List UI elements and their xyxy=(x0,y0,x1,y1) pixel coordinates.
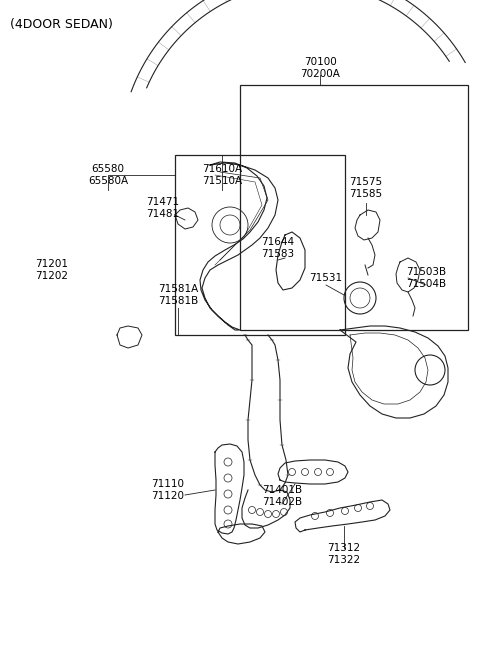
Text: 71201
71202: 71201 71202 xyxy=(36,259,69,281)
Text: 71471
71481: 71471 71481 xyxy=(146,197,180,219)
Text: 71581A
71581B: 71581A 71581B xyxy=(158,284,198,306)
Text: 71610A
71510A: 71610A 71510A xyxy=(202,164,242,186)
Text: 71575
71585: 71575 71585 xyxy=(349,177,383,199)
Text: 71110
71120: 71110 71120 xyxy=(152,479,184,501)
Text: 71644
71583: 71644 71583 xyxy=(262,237,295,259)
Text: 71312
71322: 71312 71322 xyxy=(327,543,360,565)
Text: (4DOOR SEDAN): (4DOOR SEDAN) xyxy=(10,18,113,31)
Text: 71503B
71504B: 71503B 71504B xyxy=(406,267,446,289)
Bar xyxy=(175,155,345,335)
Bar xyxy=(240,85,468,330)
Text: 71531: 71531 xyxy=(310,273,343,283)
Text: 65580
65580A: 65580 65580A xyxy=(88,164,128,186)
Text: 70100
70200A: 70100 70200A xyxy=(300,57,340,79)
Text: 71401B
71402B: 71401B 71402B xyxy=(262,485,302,507)
